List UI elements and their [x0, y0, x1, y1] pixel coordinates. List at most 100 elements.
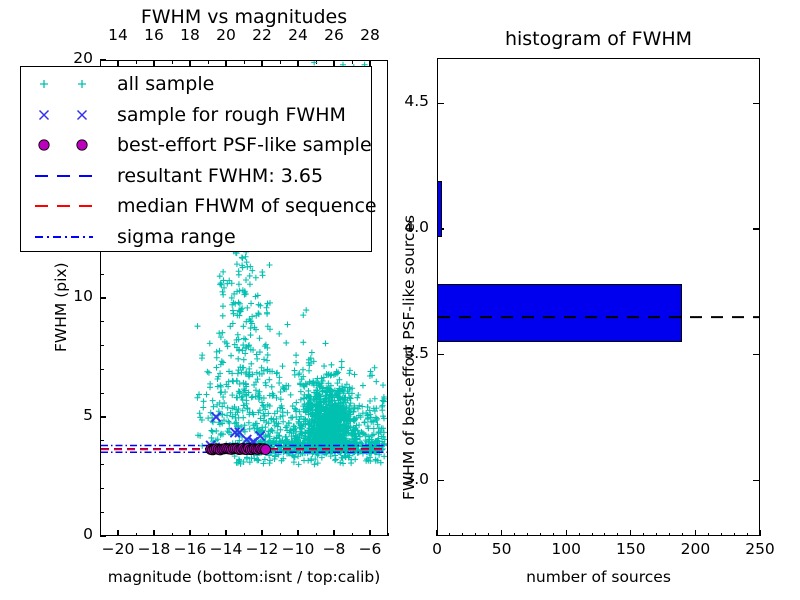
axis-tick-mark	[462, 532, 464, 536]
histogram-bar[interactable]	[438, 284, 683, 343]
legend-item-label: median FHWM of sequence	[117, 195, 377, 217]
legend-item-label: sample for rough FWHM	[117, 103, 346, 126]
legend-item-label: best-effort PSF-like sample	[117, 134, 372, 156]
axis-tick-mark	[100, 416, 104, 418]
right-y-tick-label: 4.5	[404, 92, 429, 111]
right-x-tick-label: 50	[491, 540, 512, 558]
axis-tick-mark	[753, 228, 760, 230]
axis-tick-mark	[369, 532, 371, 536]
axis-tick-mark	[100, 321, 104, 323]
left-bottom-tick-label: −8	[322, 540, 346, 558]
left-top-tick-label: 14	[108, 26, 128, 44]
axis-tick-mark	[117, 532, 119, 536]
axis-tick-mark	[514, 532, 516, 536]
axis-tick-mark	[189, 60, 191, 64]
legend-item-4[interactable]: resultant FWHM: 3.65	[21, 161, 371, 191]
left-panel-ylabel: FWHM (pix)	[52, 262, 70, 352]
axis-tick-mark	[135, 532, 137, 536]
histogram-bar[interactable]	[438, 181, 443, 237]
left-y-tick-label: 10	[73, 287, 93, 305]
axis-tick-mark	[207, 532, 209, 536]
left-y-tick-label: 0	[83, 525, 93, 543]
right-x-tick-label: 150	[616, 540, 646, 558]
axis-tick-mark	[297, 60, 299, 64]
axis-tick-mark	[351, 532, 353, 536]
axis-tick-mark	[578, 532, 580, 536]
axis-tick-mark	[333, 60, 335, 64]
right-y-tick-label: 4.0	[404, 218, 429, 237]
axis-tick-mark	[351, 60, 353, 64]
axis-tick-mark	[437, 102, 444, 104]
axis-tick-mark	[100, 297, 104, 299]
legend-item-label: all sample	[117, 73, 215, 95]
axis-tick-mark	[369, 60, 371, 64]
axis-tick-mark	[707, 532, 709, 536]
left-top-tick-label: 20	[216, 26, 236, 44]
axis-tick-mark	[387, 532, 389, 536]
legend-item-3[interactable]: best-effort PSF-like sample	[21, 130, 372, 160]
axis-tick-mark	[694, 532, 696, 536]
legend-item-6[interactable]: sigma range	[21, 222, 371, 252]
scatter-series-group	[101, 61, 387, 468]
axis-tick-mark	[261, 532, 263, 536]
axis-tick-mark	[279, 532, 281, 536]
right-panel-xlabel: number of sources	[526, 568, 671, 586]
axis-tick-mark	[733, 532, 735, 536]
left-bottom-tick-label: −16	[173, 540, 207, 558]
left-bottom-tick-label: −6	[358, 540, 382, 558]
axis-tick-mark	[753, 354, 760, 356]
axis-tick-mark	[565, 532, 567, 536]
left-bottom-tick-label: −14	[209, 540, 243, 558]
left-bottom-tick-label: −10	[281, 540, 315, 558]
right-plot-axes[interactable]	[437, 58, 760, 536]
left-top-tick-label: 28	[360, 26, 380, 44]
axis-tick-mark	[261, 60, 263, 64]
left-plot-axes[interactable]	[100, 60, 388, 536]
left-panel-xlabel: magnitude (bottom:isnt / top:calib)	[107, 568, 381, 586]
axis-tick-mark	[243, 60, 245, 64]
left-top-tick-label: 18	[180, 26, 200, 44]
legend-marker-dashed-icon	[35, 205, 93, 207]
left-top-tick-label: 26	[324, 26, 344, 44]
axis-tick-mark	[681, 532, 683, 536]
axis-tick-mark	[100, 511, 104, 513]
axis-tick-mark	[189, 532, 191, 536]
axis-tick-mark	[297, 532, 299, 536]
right-x-tick-label: 250	[745, 540, 775, 558]
axis-tick-mark	[643, 532, 645, 536]
axis-tick-mark	[100, 535, 104, 537]
legend-box[interactable]: all sample sample for rough FWHM best-effo…	[20, 66, 377, 252]
axis-tick-mark	[100, 273, 104, 275]
axis-tick-mark	[171, 60, 173, 64]
axis-tick-mark	[617, 532, 619, 536]
axis-tick-mark	[100, 345, 104, 347]
left-bottom-tick-label: −12	[245, 540, 279, 558]
axis-tick-mark	[153, 532, 155, 536]
legend-item-2[interactable]: sample for rough FWHM	[21, 100, 371, 130]
axis-tick-mark	[720, 532, 722, 536]
left-plot-data-area	[101, 61, 387, 535]
axis-tick-mark	[753, 480, 760, 482]
axis-tick-mark	[315, 60, 317, 64]
axis-tick-mark	[315, 532, 317, 536]
axis-tick-mark	[153, 60, 155, 64]
left-panel-title: FWHM vs magnitudes	[140, 6, 348, 28]
axis-tick-mark	[100, 440, 104, 442]
legend-marker-dashdot-icon	[35, 235, 93, 238]
axis-tick-mark	[488, 532, 490, 536]
left-y-tick-label: 5	[83, 406, 93, 424]
axis-tick-mark	[475, 532, 477, 536]
axis-tick-mark	[117, 60, 119, 64]
left-bottom-tick-label: −18	[137, 540, 171, 558]
axis-tick-mark	[100, 392, 104, 394]
axis-tick-mark	[225, 60, 227, 64]
legend-marker-cross-icon	[38, 109, 88, 120]
legend-marker-dashed-icon	[35, 174, 93, 177]
right-panel-ylabel: FWHM of best-effort PSF-like sources	[400, 214, 418, 500]
legend-item-label: resultant FWHM: 3.65	[117, 164, 324, 187]
axis-tick-mark	[207, 60, 209, 64]
legend-item-1[interactable]: all sample	[21, 69, 371, 99]
legend-item-5[interactable]: median FHWM of sequence	[21, 191, 377, 221]
axis-tick-mark	[759, 532, 761, 536]
axis-tick-mark	[753, 102, 760, 104]
